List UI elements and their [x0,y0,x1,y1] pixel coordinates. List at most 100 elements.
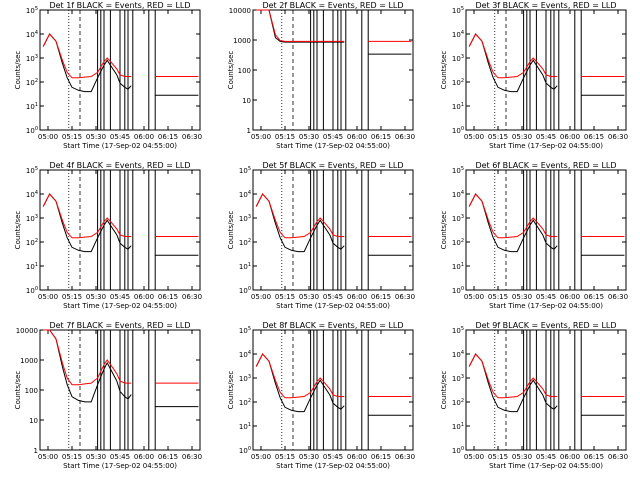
y-tick-label: 103 [26,214,38,223]
y-tick-label: 105 [239,166,251,175]
x-axis-label: Start Time (17-Sep-02 04:55:00) [489,142,603,150]
x-tick-label: 06:00 [347,293,367,301]
x-tick-label: 05:15 [62,293,82,301]
y-tick-label: 105 [452,326,464,335]
interval-box [340,169,347,291]
lld-series-line [43,329,132,386]
chart-panel-3f: Det 3f BLACK = Events, RED = LLD 100 101 10… [440,1,628,150]
x-tick-label: 05:30 [299,293,319,301]
events-series-line [255,353,345,413]
x-tick-label: 06:00 [134,293,154,301]
events-series-line [256,9,345,43]
x-tick-label: 05:45 [323,293,343,301]
x-tick-label: 06:30 [182,453,202,461]
x-tick-label: 05:15 [488,133,508,141]
x-tick-label: 05:00 [464,133,484,141]
interval-box [316,169,324,291]
y-tick-label: 1 [34,447,38,455]
chart-panel-1f: Det 1f BLACK = Events, RED = LLD 100 101 10… [14,1,202,150]
x-tick-label: 06:00 [347,453,367,461]
x-tick-label: 05:30 [299,133,319,141]
y-tick-label: 103 [452,54,464,63]
x-tick-label: 05:30 [299,453,319,461]
x-axis-label: Start Time (17-Sep-02 04:55:00) [489,462,603,470]
x-tick-label: 06:30 [182,293,202,301]
chart-title: Det 7f BLACK = Events, RED = LLD [49,321,190,330]
x-tick-label: 05:15 [275,453,295,461]
x-tick-label: 06:30 [395,133,415,141]
y-tick-label: 100 [452,446,464,455]
x-tick-label: 06:15 [371,133,391,141]
interval-box [332,9,339,131]
y-tick-label: 1000 [233,37,251,45]
x-tick-label: 05:45 [110,293,130,301]
x-tick-label: 05:00 [38,453,58,461]
x-tick-label: 05:00 [251,453,271,461]
y-tick-label: 105 [239,326,251,335]
y-tick-label: 10 [29,417,38,425]
x-axis-label: Start Time (17-Sep-02 04:55:00) [63,302,177,310]
y-axis-label: Counts/sec [14,371,22,410]
x-tick-label: 05:45 [110,133,130,141]
x-tick-label: 05:30 [86,133,106,141]
interval-box [529,169,537,291]
y-tick-label: 100 [239,446,251,455]
y-tick-label: 100 [26,286,38,295]
x-tick-label: 05:45 [110,453,130,461]
y-tick-label: 101 [239,422,251,431]
interval-box [332,329,339,451]
x-tick-label: 06:15 [158,453,178,461]
chart-panel-7f: Det 7f BLACK = Events, RED = LLD 1 10 100 10… [14,321,202,470]
x-tick-label: 05:00 [464,293,484,301]
y-tick-label: 102 [26,78,38,87]
x-tick-label: 05:30 [512,453,532,461]
interval-box [97,169,102,291]
x-axis-label: Start Time (17-Sep-02 04:55:00) [276,142,390,150]
chart-title: Det 4f BLACK = Events, RED = LLD [49,161,190,170]
interval-box [103,329,111,451]
y-tick-label: 103 [26,54,38,63]
y-tick-label: 104 [452,350,464,359]
y-tick-label: 102 [239,238,251,247]
interval-box [97,9,102,131]
interval-box [545,329,552,451]
x-tick-label: 06:30 [608,453,628,461]
x-tick-label: 06:30 [608,293,628,301]
interval-box [127,169,134,291]
y-tick-label: 103 [239,374,251,383]
x-tick-label: 06:00 [560,293,580,301]
x-tick-label: 06:30 [395,293,415,301]
interval-box [545,9,552,131]
x-tick-label: 06:00 [560,453,580,461]
y-axis-label: Counts/sec [14,211,22,250]
chart-title: Det 8f BLACK = Events, RED = LLD [262,321,403,330]
y-tick-label: 100 [26,126,38,135]
interval-box [310,329,315,451]
x-tick-label: 06:15 [584,133,604,141]
x-tick-label: 05:15 [62,133,82,141]
x-tick-label: 05:00 [464,453,484,461]
interval-box [340,329,347,451]
interval-box [316,329,324,451]
y-tick-label: 10000 [229,7,251,15]
y-tick-label: 100 [238,67,251,75]
x-tick-label: 05:45 [536,293,556,301]
events-series-line [43,329,132,403]
y-tick-label: 101 [452,102,464,111]
x-tick-label: 06:00 [347,133,367,141]
chart-panel-4f: Det 4f BLACK = Events, RED = LLD 100 101 10… [14,161,202,310]
y-tick-label: 10 [242,97,251,105]
x-tick-label: 05:30 [512,293,532,301]
y-tick-label: 103 [452,214,464,223]
y-tick-label: 105 [452,166,464,175]
interval-box [553,329,560,451]
chart-panel-5f: Det 5f BLACK = Events, RED = LLD 100 101 10… [227,161,415,310]
y-tick-label: 104 [452,190,464,199]
y-tick-label: 105 [26,166,38,175]
lld-series-line [256,9,345,42]
x-axis-label: Start Time (17-Sep-02 04:55:00) [276,462,390,470]
x-tick-label: 05:30 [86,453,106,461]
interval-box [310,9,315,131]
interval-box [310,169,315,291]
